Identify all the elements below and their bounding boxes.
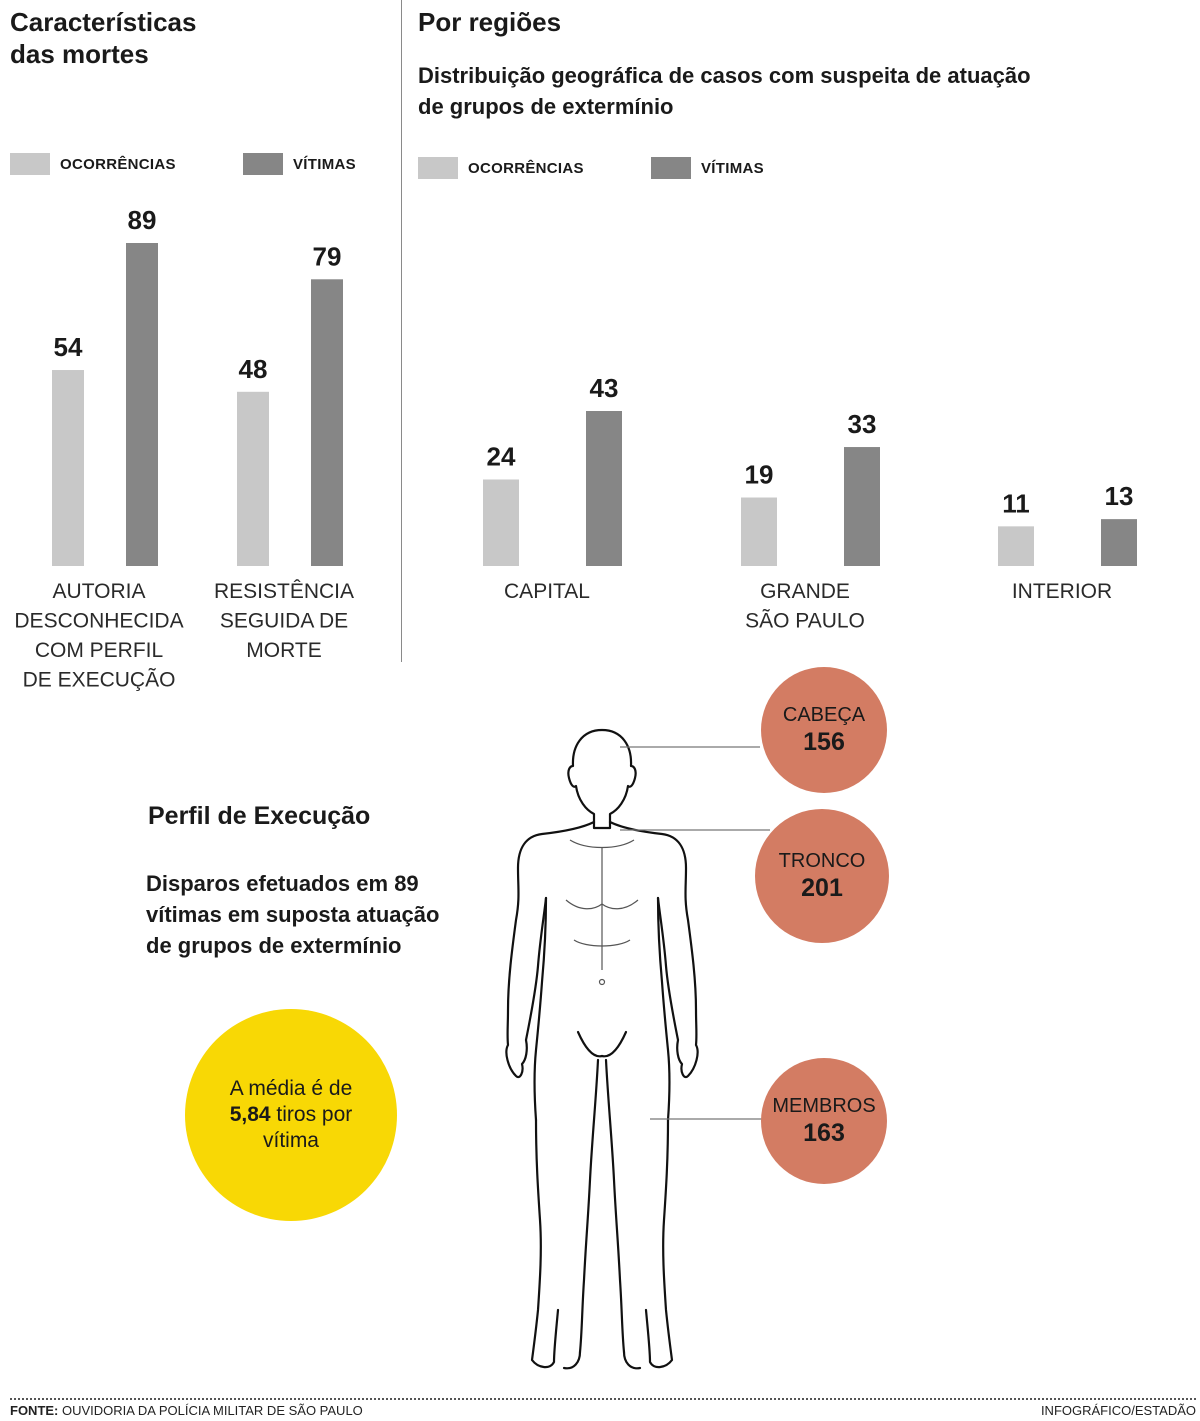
legend-label-vitimas: VÍTIMAS	[701, 159, 764, 177]
bar-value-label: 89	[128, 205, 157, 235]
bar-ocorrencias	[741, 497, 777, 566]
bar-value-label: 24	[487, 441, 516, 471]
body-part-label: MEMBROS	[772, 1095, 876, 1117]
footer-source-text: OUVIDORIA DA POLÍCIA MILITAR DE SÃO PAUL…	[62, 1403, 363, 1418]
left-title-line2: das mortes	[10, 39, 149, 69]
legend-swatch-vitimas	[651, 157, 691, 179]
perfil-sub-line2: vítimas em suposta atuação	[146, 902, 440, 927]
body-part-value: 201	[801, 874, 843, 902]
legend-label-vitimas: VÍTIMAS	[293, 155, 356, 173]
bar-value-label: 13	[1105, 481, 1134, 511]
category-label: SÃO PAULO	[745, 609, 865, 633]
media-value: 5,84	[229, 1103, 271, 1126]
right-chart-subtitle: Distribuição geográfica de casos com sus…	[418, 60, 1031, 122]
right-legend-vitimas: VÍTIMAS	[651, 157, 764, 179]
bar-vitimas	[1101, 519, 1137, 566]
bar-ocorrencias	[483, 479, 519, 566]
body-part-value: 156	[803, 728, 845, 756]
right-bar-chart: 24 43 CAPITAL 19 33 GRANDE SÃO PAULO 11 13 INTERI…	[483, 373, 1137, 633]
perfil-sub-line1: Disparos efetuados em 89	[146, 871, 419, 896]
media-post: tiros por vítima	[262, 1103, 353, 1152]
body-part-value: 163	[803, 1119, 845, 1147]
footer-divider	[10, 1398, 1196, 1400]
media-text: A média é de 5,84 tiros por vítima	[206, 1076, 376, 1154]
perfil-subtitle: Disparos efetuados em 89 vítimas em supo…	[146, 868, 439, 961]
legend-swatch-vitimas	[243, 153, 283, 175]
bar-value-label: 79	[313, 241, 342, 271]
human-body-figure	[505, 728, 699, 1370]
bar-ocorrencias	[237, 391, 269, 566]
body-part-membros: MEMBROS 163	[761, 1058, 887, 1184]
category-label: AUTORIA	[53, 580, 146, 603]
media-circle: A média é de 5,84 tiros por vítima	[185, 1009, 397, 1221]
left-bar-chart: 54 89 AUTORIA DESCONHECIDA COM PERFIL DE EXEC…	[14, 205, 354, 692]
bar-value-label: 48	[239, 354, 268, 384]
category-label: DESCONHECIDA	[14, 610, 183, 633]
footer-source-label: FONTE:	[10, 1403, 59, 1418]
bar-value-label: 43	[590, 373, 619, 403]
right-chart-title: Por regiões	[418, 7, 562, 37]
panel-divider	[401, 0, 402, 662]
left-title-line1: Características	[10, 7, 197, 37]
right-subtitle-line1: Distribuição geográfica de casos com sus…	[418, 63, 1031, 88]
perfil-sub-line3: de grupos de extermínio	[146, 933, 402, 958]
category-label: SEGUIDA DE	[220, 610, 348, 633]
category-label: MORTE	[246, 639, 321, 662]
bar-value-label: 11	[1002, 488, 1030, 518]
bar-value-label: 33	[848, 409, 877, 439]
bar-value-label: 54	[54, 332, 83, 362]
left-legend-vitimas: VÍTIMAS	[243, 153, 356, 175]
category-label: DE EXECUÇÃO	[23, 668, 176, 692]
right-subtitle-line2: de grupos de extermínio	[418, 94, 674, 119]
legend-swatch-ocorrencias	[10, 153, 50, 175]
category-label: RESISTÊNCIA	[214, 580, 354, 603]
category-label: CAPITAL	[504, 580, 590, 603]
perfil-title: Perfil de Execução	[148, 802, 371, 830]
footer-credit: INFOGRÁFICO/ESTADÃO	[1040, 1403, 1196, 1418]
bar-vitimas	[126, 243, 158, 566]
body-part-tronco: TRONCO 201	[755, 809, 889, 943]
legend-label-ocorrencias: OCORRÊNCIAS	[60, 155, 176, 173]
bar-ocorrencias	[998, 526, 1034, 566]
footer-source: FONTE: OUVIDORIA DA POLÍCIA MILITAR DE S…	[10, 1403, 363, 1418]
category-label: COM PERFIL	[35, 639, 163, 662]
category-label: GRANDE	[760, 580, 850, 603]
bar-vitimas	[586, 411, 622, 566]
body-part-label: CABEÇA	[782, 704, 866, 726]
category-label: INTERIOR	[1012, 580, 1112, 603]
body-part-cabeca: CABEÇA 156	[761, 667, 887, 793]
bar-vitimas	[311, 279, 343, 566]
bar-vitimas	[844, 447, 880, 566]
legend-label-ocorrencias: OCORRÊNCIAS	[468, 159, 584, 177]
media-pre: A média é de	[229, 1077, 353, 1100]
left-chart-title: Características das mortes	[10, 6, 196, 70]
right-legend: OCORRÊNCIAS	[418, 157, 584, 179]
bar-value-label: 19	[745, 460, 774, 490]
legend-swatch-ocorrencias	[418, 157, 458, 179]
body-part-label: TRONCO	[778, 850, 866, 872]
bar-ocorrencias	[52, 370, 84, 566]
connector-lines	[620, 746, 770, 1120]
left-legend: OCORRÊNCIAS	[10, 153, 176, 175]
